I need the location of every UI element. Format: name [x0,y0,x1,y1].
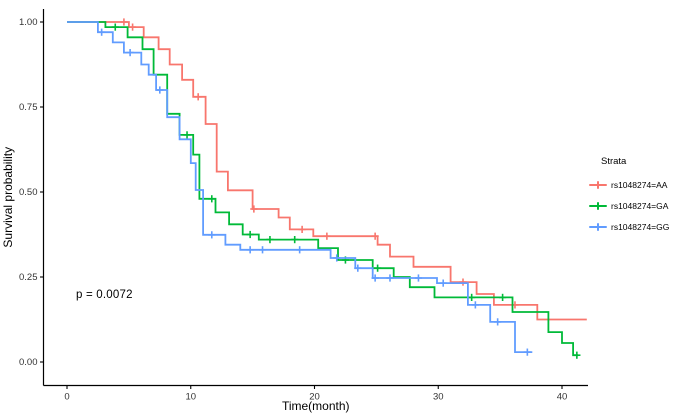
legend: Strata rs1048274=AA rs1048274=GA rs10482… [587,156,677,237]
survival-curve-GG [67,21,533,353]
y-axis-title: Survival probability [1,147,15,248]
legend-item-label: rs1048274=GG [611,221,670,232]
censor-plus-icon [587,221,611,233]
x-axis-title: Time(month) [282,399,350,413]
x-tick-label: 0 [64,392,69,403]
x-tick-label: 10 [185,392,196,403]
legend-item-GG[interactable]: rs1048274=GG [587,216,677,237]
y-tick-label: 0.25 [19,272,38,283]
censor-plus-icon [587,200,611,212]
legend-item-GA[interactable]: rs1048274=GA [587,195,677,216]
y-tick-label: 0.75 [19,102,38,113]
y-tick-label: 0.50 [19,187,38,198]
x-tick-label: 20 [309,392,320,403]
legend-item-AA[interactable]: rs1048274=AA [587,174,677,195]
y-tick-label: 0.00 [19,357,38,368]
pvalue-annotation: p = 0.0072 [76,289,133,301]
censor-plus-icon [587,179,611,191]
survival-curve-AA [67,21,587,321]
legend-item-label: rs1048274=AA [611,179,668,190]
legend-item-label: rs1048274=GA [611,200,669,211]
x-tick-label: 40 [557,392,568,403]
legend-title: Strata [601,156,627,167]
x-tick-label: 30 [433,392,444,403]
y-tick-label: 1.00 [19,17,38,28]
